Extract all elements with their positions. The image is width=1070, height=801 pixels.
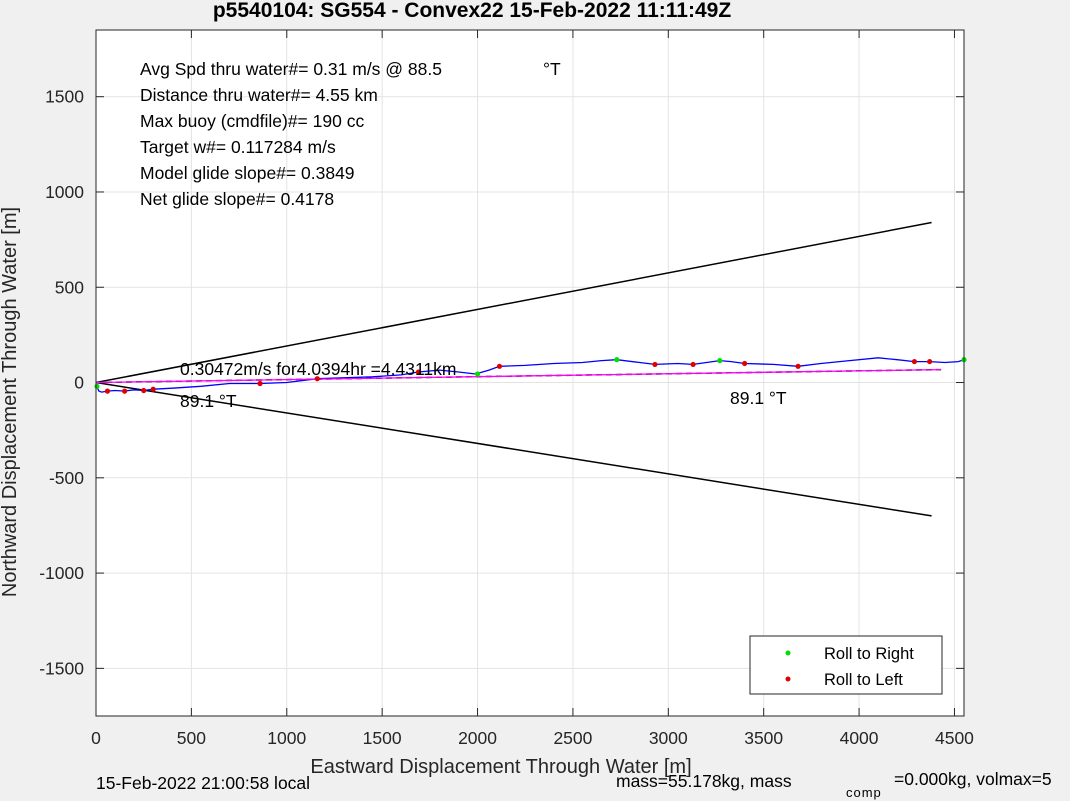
plot-area (96, 30, 964, 716)
y-tick-label: -1000 (39, 563, 84, 583)
roll-left-point (314, 376, 320, 382)
roll-right-point (614, 357, 620, 363)
target-w-text: Target w#= 0.117284 m/s (140, 137, 336, 157)
footer-mass-comp: =0.000kg, volmax=5 (894, 769, 1052, 789)
roll-left-point (415, 369, 421, 375)
model-glide-text: Model glide slope#= 0.3849 (140, 163, 355, 183)
x-axis-label: Eastward Displacement Through Water [m] (310, 756, 691, 778)
max-buoy-text: Max buoy (cmdfile)#= 190 cc (140, 111, 364, 131)
roll-left-point (257, 380, 263, 387)
x-tick-label: 500 (177, 728, 206, 748)
x-tick-label: 4500 (935, 728, 974, 748)
y-tick-label: 1000 (45, 182, 84, 202)
roll-left-point (911, 358, 918, 365)
x-tick-label: 3000 (649, 728, 688, 748)
footer-mass: mass=55.178kg, mass (616, 771, 792, 791)
x-tick-label: 0 (91, 728, 101, 748)
track-summary-text: 0.30472m/s for4.0394hr =4.4311km (180, 359, 456, 379)
y-tick-label: 1500 (45, 87, 84, 107)
heading-left-text: 89.1 °T (180, 391, 237, 411)
legend-box (749, 635, 943, 695)
distance-text: Distance thru water#= 4.55 km (140, 85, 378, 105)
roll-left-point (150, 386, 156, 392)
roll-right-point (94, 383, 100, 389)
roll-left-point (496, 363, 503, 369)
legend-label-left: Roll to Left (824, 671, 903, 689)
roll-left-point (122, 388, 128, 394)
avg-speed-text: Avg Spd thru water#= 0.31 m/s @ 88.5 (140, 59, 442, 79)
roll-left-point (927, 358, 933, 365)
footer-local-time: 15-Feb-2022 21:00:58 local (96, 773, 310, 793)
x-tick-label: 2000 (458, 728, 497, 748)
avg-speed-unit: °T (543, 59, 561, 79)
legend-label-right: Roll to Right (824, 645, 914, 663)
mean-track-line (95, 368, 942, 384)
x-tick-label: 4000 (840, 728, 879, 748)
points-layer (94, 357, 967, 394)
roll-left-point (690, 361, 696, 368)
y-tick-label: -1500 (39, 658, 84, 678)
roll-right-point (717, 358, 723, 364)
y-tick-label: 500 (55, 277, 84, 297)
y-axis-label: Northward Displacement Through Water [m] (0, 207, 21, 597)
roll-left-point (141, 387, 147, 394)
footer-mass-comp-subscript: comp (846, 785, 882, 800)
roll-left-point (742, 360, 748, 367)
x-tick-label: 2500 (553, 728, 592, 748)
heading-right-text: 89.1 °T (730, 388, 787, 408)
x-tick-label: 3500 (744, 728, 783, 748)
cone-upper-line (95, 221, 932, 384)
roll-left-point (795, 363, 801, 369)
y-ticks: -1500 -1000 -500 0 500 1000 1500 (39, 87, 964, 678)
legend-marker-left (785, 676, 791, 682)
legend: Roll to Right Roll to Left (749, 635, 943, 695)
cone-lower-line (95, 381, 932, 517)
legend-marker-right (785, 650, 791, 656)
roll-left-point (104, 388, 111, 394)
net-glide-text: Net glide slope#= 0.4178 (140, 189, 334, 209)
y-tick-label: 0 (74, 373, 84, 393)
y-tick-label: -500 (49, 468, 84, 488)
x-tick-label: 1500 (363, 728, 402, 748)
roll-right-point (474, 371, 481, 377)
plot-frame (95, 29, 965, 717)
x-tick-label: 1000 (267, 728, 306, 748)
chart-title: p5540104: SG554 - Convex22 15-Feb-2022 1… (213, 0, 731, 22)
x-ticks: 0 500 1000 1500 2000 2500 3000 3500 4000 4500 (91, 30, 974, 748)
roll-left-point (652, 361, 658, 368)
